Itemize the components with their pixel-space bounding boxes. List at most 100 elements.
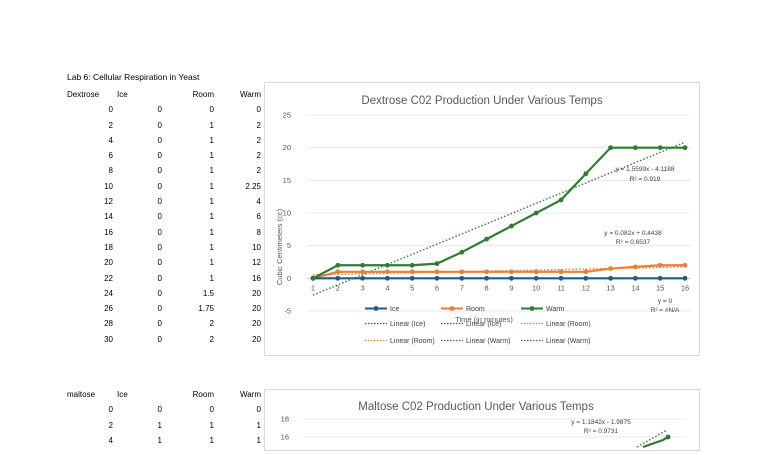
trendline-equation: y = 1.5599x - 4.1188 — [616, 166, 675, 173]
data-point-warm — [310, 275, 316, 281]
legend-item[interactable]: Linear (Ice) — [365, 321, 425, 328]
dextrose-header-row: Dextrose Ice Room Warm — [67, 87, 311, 102]
table-cell: 1 — [209, 242, 214, 252]
data-point-ice — [608, 275, 613, 281]
legend-item[interactable]: Room — [441, 306, 485, 313]
column-header: Ice — [117, 90, 128, 99]
table-cell: 0 — [157, 120, 162, 130]
data-point-warm — [558, 197, 564, 203]
table-cell: 20 — [104, 258, 113, 268]
legend-marker — [373, 306, 379, 311]
table-cell: 14 — [104, 212, 113, 222]
table-row: 30 0 2 20 — [67, 332, 311, 347]
table-cell: 20 — [252, 319, 261, 329]
legend-label: Linear (Room) — [390, 338, 435, 345]
table-cell: 1 — [209, 227, 214, 237]
table-cell: 0 — [209, 405, 214, 415]
table-cell: 26 — [104, 304, 113, 314]
column-header: Warm — [239, 90, 261, 99]
data-point-ice — [409, 275, 415, 281]
table-cell: 0 — [157, 304, 162, 314]
table-row: 26 0 1.75 20 — [67, 301, 311, 316]
data-point-room — [633, 264, 638, 270]
table-cell: 1 — [209, 135, 214, 145]
data-point-ice — [459, 275, 465, 281]
table-row: 6 0 1 2 — [67, 148, 311, 163]
legend-label: Linear (Ice) — [466, 321, 501, 328]
data-point-warm — [665, 434, 671, 440]
table-cell: 1 — [209, 258, 214, 268]
maltose-header-row: maltose Ice Room Warm — [67, 387, 311, 402]
table-row: 4 0 1 2 — [67, 133, 311, 148]
x-tick-label: 3 — [361, 283, 365, 292]
table-row: 18 0 1 10 — [67, 240, 311, 255]
maltose-chart[interactable]: Maltose C02 Production Under Various Tem… — [264, 389, 700, 451]
data-point-room — [558, 269, 564, 275]
data-point-room — [608, 266, 613, 271]
legend-item[interactable]: Linear (Room) — [365, 338, 435, 345]
data-point-warm — [533, 210, 539, 216]
table-row: 0 0 0 0 — [67, 402, 311, 417]
legend-item[interactable]: Linear (Warm) — [441, 338, 510, 345]
dextrose-chart[interactable]: Dextrose C02 Production Under Various Te… — [264, 82, 700, 356]
table-cell: 0 — [157, 258, 162, 268]
dextrose-data-table: Dextrose Ice Room Warm 0 0 0 0 2 0 1 2 4 0 1 2 6 0 1 2 8 0 1 2 1… — [67, 87, 311, 347]
table-cell: 2 — [256, 120, 261, 130]
table-row: 10 0 1 2.25 — [67, 179, 311, 194]
x-tick-label: 13 — [606, 283, 614, 292]
y-tick-label: 18 — [281, 415, 289, 424]
legend-item[interactable]: Linear (Room) — [521, 321, 591, 328]
legend-label: Ice — [390, 306, 399, 313]
sheet-title: Lab 6: Cellular Respiration in Yeast — [67, 72, 200, 82]
table-cell: 12 — [252, 258, 261, 268]
data-point-ice — [657, 275, 663, 281]
table-row: 28 0 2 20 — [67, 316, 311, 331]
trendline-r-squared: R² = 0.6537 — [616, 239, 651, 246]
column-header: Warm — [239, 390, 261, 399]
data-point-ice — [434, 275, 440, 281]
x-tick-label: 14 — [631, 283, 639, 292]
table-cell: 30 — [104, 334, 113, 344]
legend-label: Room — [466, 306, 485, 313]
data-point-warm — [657, 145, 663, 151]
data-point-warm — [484, 236, 489, 242]
trendline-warm — [636, 429, 668, 448]
trendline-r-squared: R² = 0.919 — [630, 176, 661, 183]
table-cell: 0 — [157, 405, 162, 415]
legend-marker — [529, 306, 535, 311]
data-point-ice — [558, 275, 564, 281]
table-cell: 0 — [157, 273, 162, 283]
x-tick-label: 9 — [509, 283, 513, 292]
table-cell: 1 — [209, 120, 214, 130]
data-point-room — [583, 269, 589, 275]
y-axis-label: Cubic Centimeters (cc) — [275, 208, 284, 285]
chart-title: Dextrose C02 Production Under Various Te… — [361, 95, 602, 107]
table-cell: 0 — [108, 105, 113, 115]
table-cell: 20 — [252, 334, 261, 344]
table-row: 12 0 1 4 — [67, 194, 311, 209]
table-row: 0 0 0 0 — [67, 102, 311, 117]
table-cell: 0 — [157, 212, 162, 222]
data-point-warm — [583, 171, 589, 177]
table-cell: 4 — [256, 197, 261, 207]
column-header: maltose — [67, 390, 96, 399]
table-cell: 0 — [157, 151, 162, 161]
legend-item[interactable]: Linear (Ice) — [441, 321, 501, 328]
legend-item[interactable]: Ice — [365, 306, 399, 313]
legend-item[interactable]: Linear (Warm) — [521, 338, 590, 345]
table-cell: 1.75 — [198, 304, 214, 314]
data-point-room — [385, 269, 390, 275]
table-cell: 1 — [209, 212, 214, 222]
table-cell: 28 — [104, 319, 113, 329]
table-cell: 1 — [209, 151, 214, 161]
data-point-room — [409, 269, 415, 275]
trendline-equation: y = 0 — [658, 298, 673, 305]
table-cell: 10 — [252, 242, 261, 252]
table-cell: 0 — [157, 288, 162, 298]
table-cell: 1 — [209, 197, 214, 207]
x-tick-label: 16 — [681, 283, 689, 292]
table-row: 22 0 1 16 — [67, 271, 311, 286]
legend-item[interactable]: Warm — [521, 306, 565, 313]
table-cell: 18 — [104, 242, 113, 252]
x-tick-label: 11 — [557, 283, 565, 292]
